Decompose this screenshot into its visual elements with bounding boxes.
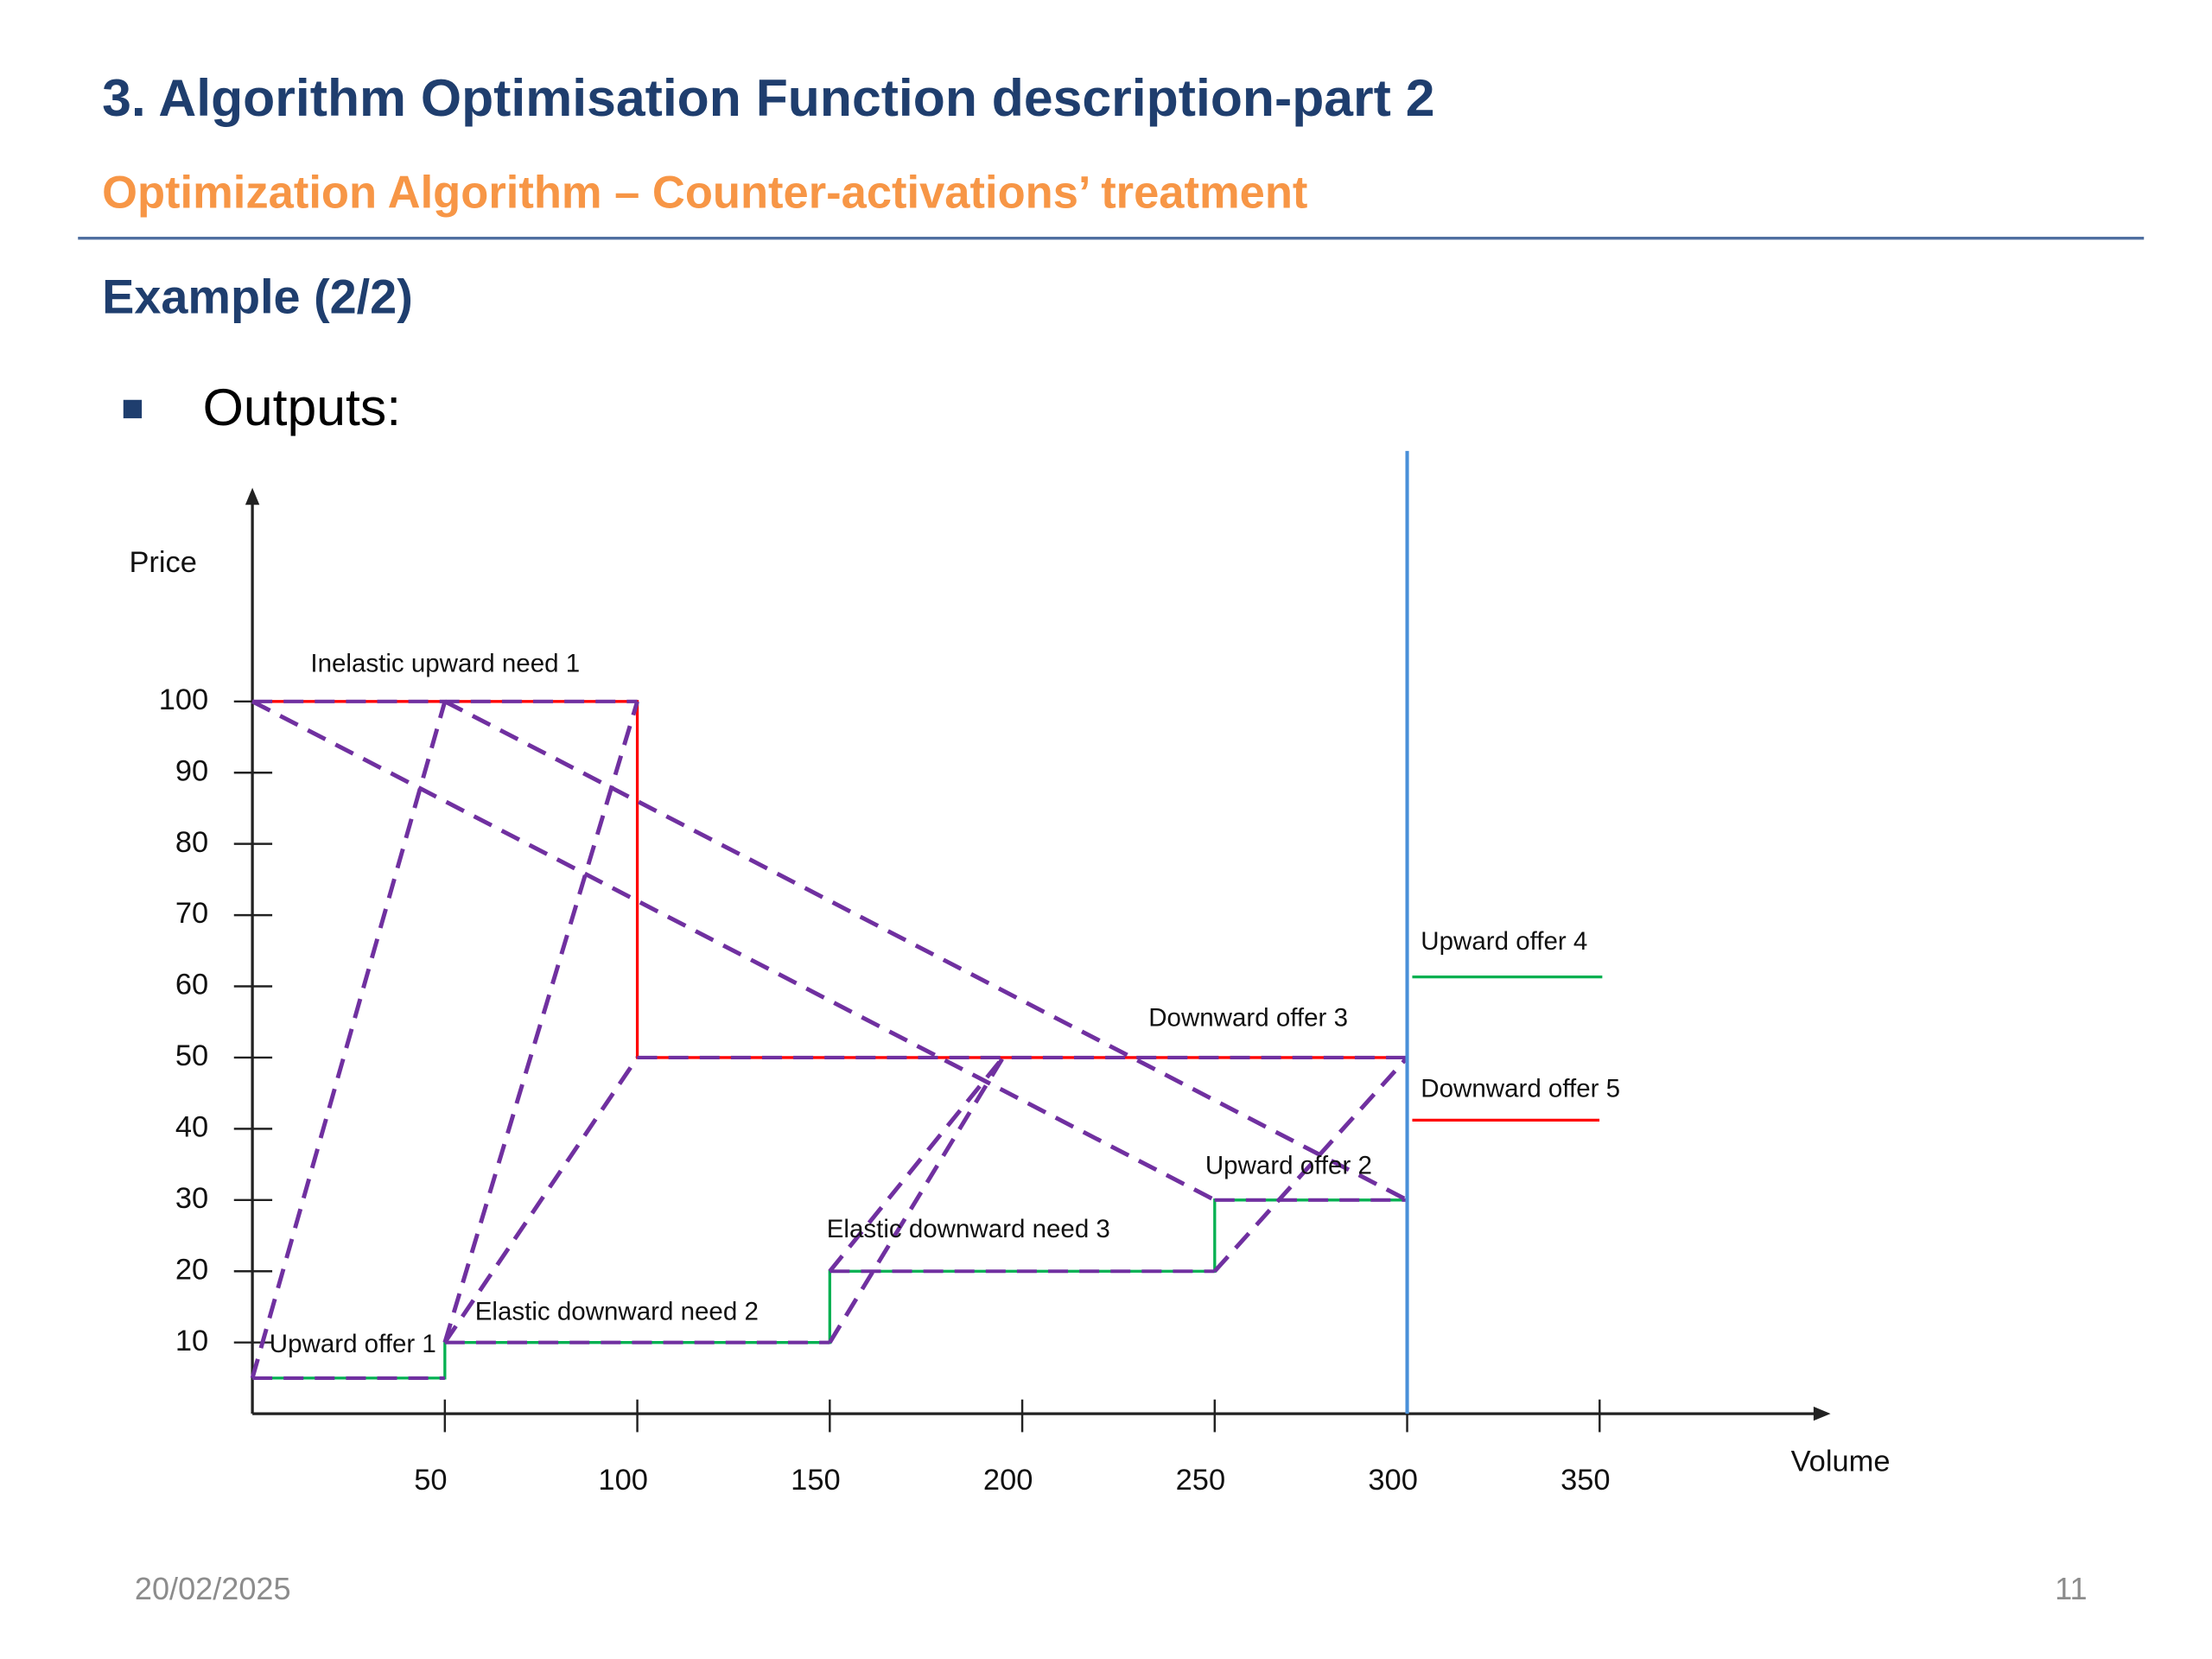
annotation: Downward offer 5 bbox=[1421, 1075, 1620, 1103]
link-line bbox=[828, 1056, 1005, 1273]
y-tick-label: 100 bbox=[159, 683, 208, 716]
x-tick-label: 150 bbox=[791, 1464, 840, 1497]
y-axis-label: Price bbox=[129, 546, 196, 579]
page-number: 11 bbox=[2055, 1571, 2087, 1606]
annotation: Upward offer 4 bbox=[1421, 927, 1587, 956]
bullet-marker bbox=[123, 399, 143, 419]
link-line bbox=[442, 1056, 639, 1344]
link-line bbox=[828, 1056, 1005, 1344]
link-line bbox=[250, 701, 448, 1379]
y-tick-label: 10 bbox=[175, 1325, 208, 1357]
y-tick-label: 80 bbox=[175, 826, 208, 859]
annotation: Upward offer 2 bbox=[1205, 1151, 1372, 1179]
annotation: Elastic downward need 3 bbox=[827, 1215, 1110, 1243]
link-line bbox=[1212, 1056, 1409, 1273]
y-tick-label: 40 bbox=[175, 1110, 208, 1143]
x-axis-label: Volume bbox=[1791, 1446, 1891, 1478]
annotation: Downward offer 3 bbox=[1148, 1004, 1348, 1033]
y-tick-label: 60 bbox=[175, 969, 208, 1001]
x-tick-label: 350 bbox=[1560, 1464, 1610, 1497]
bullet-text: Outputs: bbox=[203, 378, 401, 436]
step-line bbox=[252, 1198, 1408, 1380]
x-tick-label: 200 bbox=[983, 1464, 1033, 1497]
y-tick-label: 30 bbox=[175, 1182, 208, 1215]
slide-subtitle: Optimization Algorithm – Counter-activat… bbox=[102, 167, 1307, 218]
x-tick-label: 300 bbox=[1368, 1464, 1417, 1497]
y-tick-label: 90 bbox=[175, 754, 208, 787]
chart: Price Volume 10 20 30 40 50 60 70 80 90 100 50 100 1… bbox=[129, 450, 1891, 1497]
slide-title: 3. Algorithm Optimisation Function descr… bbox=[102, 68, 1434, 127]
y-tick-label: 20 bbox=[175, 1253, 208, 1286]
annotation: Elastic downward need 2 bbox=[475, 1297, 759, 1325]
link-line bbox=[443, 699, 1408, 1202]
link-line bbox=[442, 701, 639, 1344]
y-tick-label: 70 bbox=[175, 897, 208, 930]
x-tick-label: 100 bbox=[598, 1464, 647, 1497]
date: 20/02/2025 bbox=[135, 1571, 291, 1606]
x-axis-arrow bbox=[1813, 1406, 1831, 1421]
x-tick-label: 50 bbox=[414, 1464, 447, 1497]
x-tick-label: 250 bbox=[1176, 1464, 1225, 1497]
annotation: Upward offer 1 bbox=[270, 1330, 436, 1358]
y-axis-arrow bbox=[245, 487, 260, 505]
y-tick-label: 50 bbox=[175, 1039, 208, 1072]
section-heading: Example (2/2) bbox=[102, 270, 413, 324]
annotation: Inelastic upward need 1 bbox=[310, 649, 580, 677]
link-line bbox=[251, 699, 1216, 1202]
